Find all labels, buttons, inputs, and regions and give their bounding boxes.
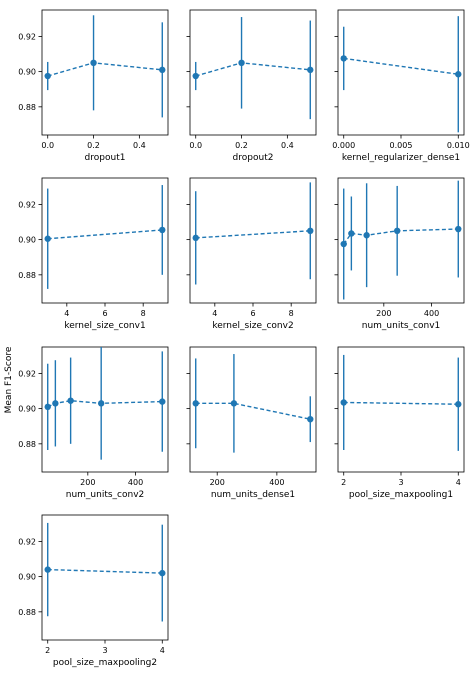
panel-num-units-dense1: 200 400 num_units_dense1 (186, 346, 317, 500)
panel-pool-size-maxpooling1-xlabel: pool_size_maxpooling1 (349, 490, 453, 500)
panel-pool-size-maxpooling2-data-point (159, 569, 166, 577)
panel-num-units-dense1-xtick-label: 400 (269, 478, 284, 487)
panel-dropout2-data-point (238, 59, 245, 67)
panel-num-units-dense1-xtick-label: 200 (210, 478, 225, 487)
panel-num-units-dense1-xlabel: num_units_dense1 (211, 490, 295, 500)
panel-pool-size-maxpooling2-xtick-label: 3 (102, 646, 107, 655)
panel-pool-size-maxpooling1-xtick-label: 4 (456, 478, 461, 487)
panel-dropout1-data-point (90, 59, 97, 67)
panel-pool-size-maxpooling2-ytick-label: 0.92 (18, 537, 36, 546)
panel-dropout2-xtick-label: 0.4 (281, 141, 294, 150)
panel-kernel-size-conv2-data-point (192, 234, 199, 242)
panel-kernel-size-conv1-ytick-label: 0.88 (18, 271, 36, 280)
figure-y-axis-label: Mean F1-Score (4, 346, 14, 413)
panel-dropout1-xtick-label: 0.4 (133, 141, 146, 150)
panel-num-units-conv1-data-point (393, 227, 401, 235)
panel-pool-size-maxpooling2-xtick-label: 2 (45, 646, 50, 655)
panel-num-units-conv2-ytick-label: 0.92 (18, 369, 36, 378)
panel-kernel-regularizer-dense1-xlabel: kernel_regularizer_dense1 (342, 153, 460, 163)
panel-kernel-size-conv2: 4 6 8 kernel_size_conv2 (186, 177, 317, 331)
panel-pool-size-maxpooling1-xtick-label: 2 (341, 478, 346, 487)
panel-kernel-regularizer-dense1-data-point (340, 55, 347, 62)
panel-num-units-conv2-series-line (47, 399, 163, 408)
panel-kernel-size-conv1-xtick-label: 4 (64, 309, 69, 318)
panel-kernel-regularizer-dense1-xtick-label: 0.010 (447, 141, 470, 150)
panel-dropout2-xlabel: dropout2 (233, 153, 274, 163)
panel-num-units-conv2-data-point (159, 398, 166, 405)
panel-dropout1: 0.88 0.90 0.92 0.0 0.2 0.4 dropout1 (18, 9, 169, 163)
panel-pool-size-maxpooling2-xtick-label: 4 (160, 646, 165, 655)
panel-kernel-regularizer-dense1-data-point (455, 71, 462, 78)
panel-dropout1-data-point (44, 72, 51, 80)
panel-dropout1-data-point (159, 66, 166, 74)
panel-kernel-size-conv1-data-point (159, 226, 166, 234)
panel-dropout2-xtick-label: 0.2 (235, 141, 248, 150)
panel-dropout2-xtick-label: 0.0 (189, 141, 202, 150)
subplot-grid: 0.88 0.90 0.92 0.0 0.2 0.4 dropout1 0.0 0.2 0.4 dr… (18, 9, 470, 668)
panel-num-units-conv1-data-point (455, 225, 462, 233)
panel-num-units-conv2-axes-frame (41, 346, 169, 473)
panel-num-units-conv1-axes-frame (337, 177, 465, 304)
panel-pool-size-maxpooling1-data-point (340, 399, 347, 406)
panel-dropout1-ytick-label: 0.92 (18, 32, 36, 41)
panel-kernel-regularizer-dense1: 0.000 0.005 0.010 kernel_regularizer_dense1 (332, 9, 470, 163)
panel-kernel-size-conv2-xtick-label: 8 (289, 309, 294, 318)
panel-kernel-size-conv1-data-point (44, 235, 51, 242)
panel-dropout1-xtick-label: 0.0 (41, 141, 54, 150)
panel-pool-size-maxpooling2-data-point (44, 566, 51, 573)
panel-dropout1-xtick-label: 0.2 (87, 141, 100, 150)
panel-kernel-size-conv2-xlabel: kernel_size_conv2 (212, 321, 293, 331)
panel-num-units-dense1-data-point (230, 400, 238, 407)
panel-num-units-conv1-data-point (340, 240, 347, 248)
panel-num-units-conv2-data-point (44, 403, 51, 411)
panel-pool-size-maxpooling1-data-point (455, 401, 462, 408)
panel-num-units-conv2-data-point (67, 397, 74, 404)
panel-kernel-size-conv1: 0.88 0.90 0.92 4 6 8 kernel_size_conv1 (18, 177, 169, 331)
panel-num-units-conv2-xtick-label: 400 (128, 478, 143, 487)
panel-kernel-size-conv1-xlabel: kernel_size_conv1 (64, 321, 145, 331)
panel-num-units-dense1-data-point (307, 415, 314, 423)
panel-dropout2-axes-frame (189, 9, 317, 136)
panel-num-units-conv1-data-point (348, 230, 355, 237)
panel-dropout1-ytick-label: 0.88 (18, 103, 36, 112)
panel-dropout1-xlabel: dropout1 (85, 153, 126, 163)
panel-num-units-conv2: 0.88 0.90 0.92 200 400 num_units_conv2 (18, 346, 169, 500)
panel-num-units-conv2-data-point (97, 400, 105, 407)
panel-num-units-conv2-xlabel: num_units_conv2 (66, 490, 145, 500)
panel-num-units-conv2-xtick-label: 200 (80, 478, 95, 487)
panel-dropout1-axes-frame (41, 9, 169, 136)
panel-kernel-regularizer-dense1-xtick-label: 0.000 (332, 141, 355, 150)
panel-pool-size-maxpooling2-ytick-label: 0.88 (18, 608, 36, 617)
panel-dropout2-data-point (192, 72, 199, 80)
panel-num-units-conv1-xlabel: num_units_conv1 (362, 321, 441, 331)
panel-dropout2-data-point (307, 66, 314, 74)
panel-dropout1-ytick-label: 0.90 (18, 68, 36, 77)
panel-num-units-conv1-xtick-label: 400 (424, 309, 439, 318)
panel-pool-size-maxpooling1-xtick-label: 3 (398, 478, 403, 487)
panel-kernel-regularizer-dense1-xtick-label: 0.005 (390, 141, 413, 150)
panel-kernel-size-conv1-xtick-label: 6 (102, 309, 107, 318)
panel-pool-size-maxpooling2-ytick-label: 0.90 (18, 573, 36, 582)
panel-kernel-size-conv2-xtick-label: 6 (250, 309, 255, 318)
panel-num-units-dense1-axes-frame (189, 346, 317, 473)
panel-kernel-size-conv1-ytick-label: 0.92 (18, 200, 36, 209)
panel-kernel-size-conv2-xtick-label: 4 (212, 309, 217, 318)
panel-num-units-conv2-data-point (52, 400, 59, 407)
panel-num-units-conv2-ytick-label: 0.88 (18, 440, 36, 449)
panel-num-units-conv1-data-point (363, 232, 370, 239)
panel-kernel-size-conv1-xtick-label: 8 (141, 309, 146, 318)
panel-kernel-size-conv2-data-point (307, 227, 314, 235)
panel-pool-size-maxpooling2-xlabel: pool_size_maxpooling2 (53, 658, 157, 668)
panel-num-units-conv1: 200 400 num_units_conv1 (334, 177, 465, 331)
panel-num-units-conv1-xtick-label: 200 (376, 309, 391, 318)
panel-num-units-dense1-data-point (192, 400, 199, 407)
panel-num-units-conv2-ytick-label: 0.90 (18, 405, 36, 414)
panel-dropout2: 0.0 0.2 0.4 dropout2 (186, 9, 317, 163)
panel-kernel-size-conv1-ytick-label: 0.90 (18, 236, 36, 245)
